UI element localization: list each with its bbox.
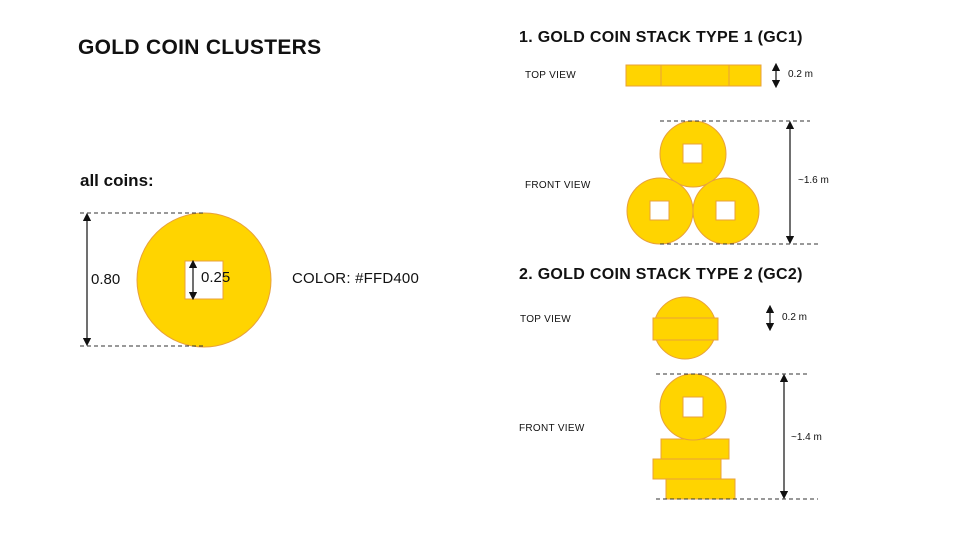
coin-diameter-label: 0.80 [91,271,121,288]
all-coins-heading: all coins: [80,171,154,190]
gc1-height-label: ~1.6 m [798,175,829,186]
gc2-heading: 2. GOLD COIN STACK TYPE 2 (GC2) [519,266,803,283]
gc2-top-view-stack [652,296,719,360]
gc2-height-label: ~1.4 m [791,432,822,443]
gc1-top-view-label: TOP VIEW [525,70,576,81]
gc1-front-view-stack [626,120,760,245]
gc2-front-view-label: FRONT VIEW [519,423,585,434]
gc1-heading: 1. GOLD COIN STACK TYPE 1 (GC1) [519,29,803,46]
coin-hole-label: 0.25 [201,269,231,286]
gc1-front-view-label: FRONT VIEW [525,180,591,191]
page-title: GOLD COIN CLUSTERS [78,36,322,59]
gc2-top-view-label: TOP VIEW [520,314,571,325]
coin-color-label: COLOR: #FFD400 [292,270,420,287]
gc1-thickness-label: 0.2 m [788,69,814,80]
gc1-top-view-stack [625,64,762,87]
gc2-front-view-stack [652,373,736,500]
gc2-thickness-label: 0.2 m [782,312,808,323]
